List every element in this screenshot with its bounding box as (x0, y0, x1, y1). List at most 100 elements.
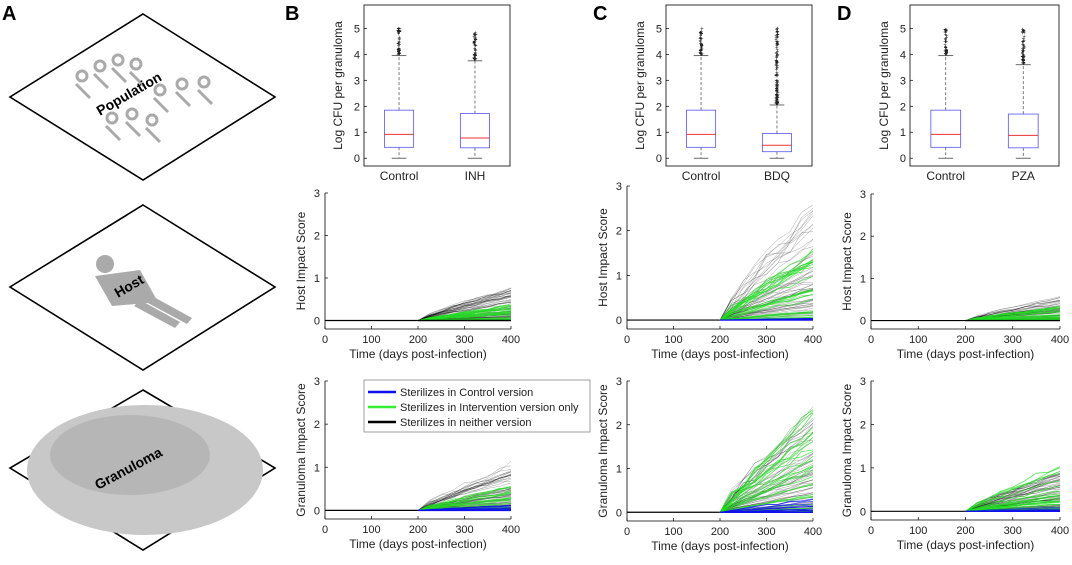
outlier-point: + (776, 101, 780, 107)
outlier-point: + (699, 52, 703, 58)
outlier-point: + (775, 83, 779, 89)
y-axis-label: Granuloma Impact Score (294, 383, 308, 517)
outlier-point: + (943, 40, 947, 46)
black-series-trace (417, 474, 512, 511)
outlier-point: + (775, 87, 779, 93)
black-series-trace (417, 295, 512, 321)
black-series-trace (417, 302, 512, 321)
outlier-point: + (1022, 40, 1026, 46)
y-tick-label: 1 (314, 273, 320, 285)
outlier-point: + (944, 48, 948, 54)
outlier-point: + (397, 30, 401, 36)
outlier-point: + (775, 40, 779, 46)
outlier-point: + (1022, 58, 1026, 64)
x-axis-label: Time (days post-infection) (651, 347, 789, 361)
black-series-trace (417, 302, 512, 321)
outlier-point: + (397, 48, 401, 54)
outlier-point: + (473, 52, 477, 58)
plot-frame (909, 4, 1060, 167)
black-series-trace (965, 300, 1061, 321)
person-icon (95, 255, 192, 328)
green-series-trace (719, 450, 814, 513)
y-tick-label: 0 (900, 153, 906, 165)
outlier-point: + (474, 47, 478, 53)
outlier-point: + (774, 96, 778, 102)
outlier-point: + (397, 47, 401, 53)
black-series-trace (719, 238, 814, 321)
black-series-trace (417, 292, 512, 321)
black-series-trace (417, 473, 512, 511)
outlier-point: + (397, 38, 401, 44)
green-series-trace (965, 307, 1061, 321)
blue-series-trace (719, 505, 814, 513)
outlier-point: + (700, 48, 704, 54)
y-tick-label: 0 (616, 315, 622, 327)
y-tick-label: 3 (354, 75, 360, 87)
black-series-trace (417, 471, 512, 511)
outlier-point: + (699, 52, 703, 58)
black-series-trace (417, 299, 512, 321)
outlier-point: + (398, 27, 402, 33)
outlier-point: + (397, 50, 401, 56)
black-series-trace (719, 417, 814, 513)
black-series-trace (965, 297, 1061, 321)
black-series-trace (417, 474, 512, 511)
outliers: ++++++++++++++++++++++++++++++++++++++++… (774, 26, 780, 107)
outlier-point: + (775, 81, 779, 87)
outlier-point: + (1022, 55, 1026, 61)
x-tick-label: 100 (909, 334, 927, 346)
green-series-trace (719, 315, 814, 321)
black-series-trace (719, 267, 814, 321)
outlier-point: + (397, 30, 401, 36)
outlier-point: + (473, 32, 477, 38)
outlier-point: + (775, 94, 779, 100)
box-control: ++++++++++++++++++++++++++++++++++++++++ (384, 27, 415, 159)
chart-host-B: 0 100 200 300 400 0 1 2 3 Time (days post-infecti… (294, 188, 520, 361)
outlier-point: + (775, 95, 779, 101)
green-series-trace (965, 467, 1061, 512)
outlier-point: + (775, 93, 779, 99)
outlier-point: + (945, 34, 949, 40)
black-series-trace (965, 296, 1061, 321)
x-tick-label: 0 (322, 524, 328, 536)
outlier-point: + (1021, 51, 1025, 57)
outlier-point: + (775, 70, 779, 76)
outlier-point: + (472, 57, 476, 63)
outlier-point: + (775, 101, 779, 107)
green-series-trace (965, 466, 1061, 512)
outlier-point: + (397, 41, 401, 47)
legend: Sterilizes in Control version Sterilizes… (363, 379, 591, 433)
outlier-point: + (474, 43, 478, 49)
outlier-point: + (944, 45, 948, 51)
black-series-trace (719, 494, 814, 513)
y-tick-label: 3 (616, 181, 622, 193)
outlier-point: + (1020, 55, 1024, 61)
x-axis-label: Time (days post-infection) (651, 539, 789, 553)
outlier-point: + (776, 83, 780, 89)
outlier-point: + (474, 57, 478, 63)
outlier-point: + (775, 83, 779, 89)
outlier-point: + (473, 47, 477, 53)
outlier-point: + (397, 43, 401, 49)
category-label: PZA (1012, 169, 1035, 183)
y-axis-label: Host Impact Score (596, 208, 610, 307)
category-label: Control (682, 169, 721, 183)
outlier-point: + (945, 49, 949, 55)
black-series-trace (417, 474, 512, 511)
black-series-trace (417, 290, 512, 321)
outlier-point: + (775, 99, 779, 105)
x-tick-label: 200 (956, 334, 974, 346)
black-series-trace (719, 492, 814, 513)
green-series-trace (719, 261, 814, 321)
outlier-point: + (1022, 46, 1026, 52)
black-series-trace (719, 224, 814, 321)
outlier-point: + (473, 37, 477, 43)
box-pza: ++++++++++++++++++++++++++++++++++++++++… (1007, 27, 1039, 159)
outlier-point: + (397, 29, 401, 35)
box-body (384, 109, 415, 148)
outlier-point: + (700, 31, 704, 37)
outlier-point: + (1022, 46, 1026, 52)
outlier-point: + (1022, 58, 1026, 64)
outlier-point: + (774, 52, 778, 58)
